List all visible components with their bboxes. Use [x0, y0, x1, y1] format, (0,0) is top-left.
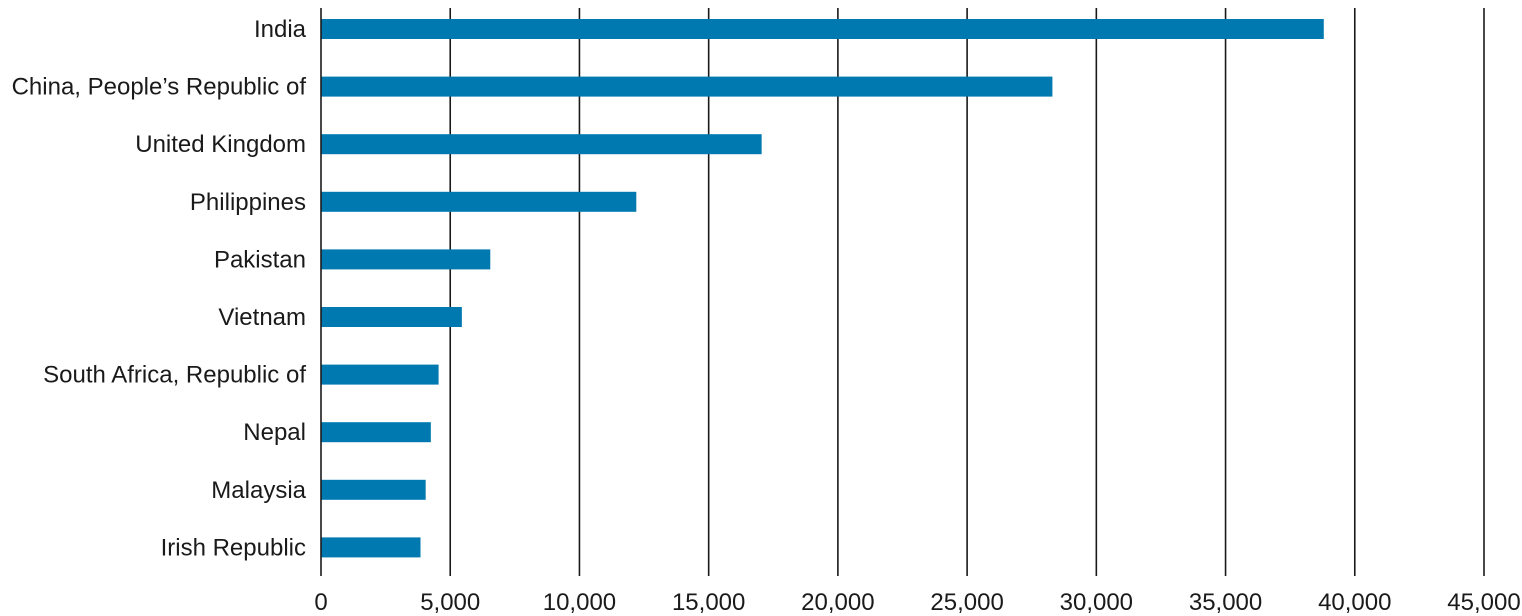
category-label: Pakistan [214, 246, 306, 273]
category-labels: India China, People’s Republic of United K… [12, 16, 307, 561]
x-tick-label: 25,000 [930, 589, 1003, 616]
bar-1 [321, 76, 1053, 97]
x-tick-label: 40,000 [1318, 589, 1391, 616]
x-tick-label: 0 [314, 589, 327, 616]
category-label: Philippines [190, 189, 306, 216]
bar-9 [321, 537, 421, 558]
bar-4 [321, 249, 491, 270]
category-label: India [254, 16, 307, 43]
x-tick-label: 35,000 [1189, 589, 1262, 616]
x-tick-label: 30,000 [1060, 589, 1133, 616]
bar-0 [321, 19, 1324, 39]
bar-5 [321, 307, 462, 327]
x-tick-label: 20,000 [801, 589, 874, 616]
x-tick-label: 15,000 [672, 589, 745, 616]
gridlines [449, 8, 1485, 576]
category-label: Vietnam [218, 304, 306, 331]
bar-8 [321, 479, 426, 500]
category-label: China, People’s Republic of [12, 74, 307, 101]
category-label: South Africa, Republic of [43, 362, 306, 389]
x-tick-label: 10,000 [543, 589, 616, 616]
bar-2 [321, 134, 762, 155]
bar-3 [321, 191, 637, 212]
bar-6 [321, 364, 439, 385]
x-tick-label: 45,000 [1447, 589, 1520, 616]
category-label: Nepal [243, 419, 306, 446]
category-label: Irish Republic [161, 534, 306, 561]
bar-7 [321, 422, 431, 443]
category-label: Malaysia [211, 477, 306, 504]
bars [321, 19, 1324, 558]
x-tick-label: 5,000 [420, 589, 480, 616]
category-label: United Kingdom [135, 131, 306, 158]
x-tick-labels: 0 5,000 10,000 15,000 20,000 25,000 30,000 35,0… [314, 589, 1520, 616]
